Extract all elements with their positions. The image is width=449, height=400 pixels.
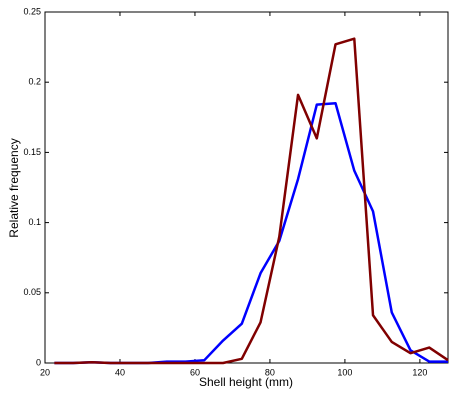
y-tick-label: 0.25 (23, 6, 41, 16)
x-tick-label: 60 (190, 367, 200, 377)
y-axis-label: Relative frequency (7, 138, 21, 237)
series-line (54, 37, 449, 365)
y-tick-label: 0.05 (23, 287, 41, 297)
series-line (54, 102, 448, 365)
y-tick-label: 0.15 (23, 147, 41, 157)
x-tick-label: 20 (40, 367, 50, 377)
plot-frame (44, 11, 449, 364)
x-tick-label: 100 (337, 367, 352, 377)
y-tick-label: 0.1 (28, 217, 41, 227)
y-tick-label: 0.2 (28, 77, 41, 87)
x-tick-label: 80 (265, 367, 275, 377)
x-axis-label: Shell height (mm) (199, 375, 293, 389)
y-tick-label: 0 (36, 357, 41, 367)
x-tick-label: 40 (115, 367, 125, 377)
x-tick-label: 120 (412, 367, 427, 377)
